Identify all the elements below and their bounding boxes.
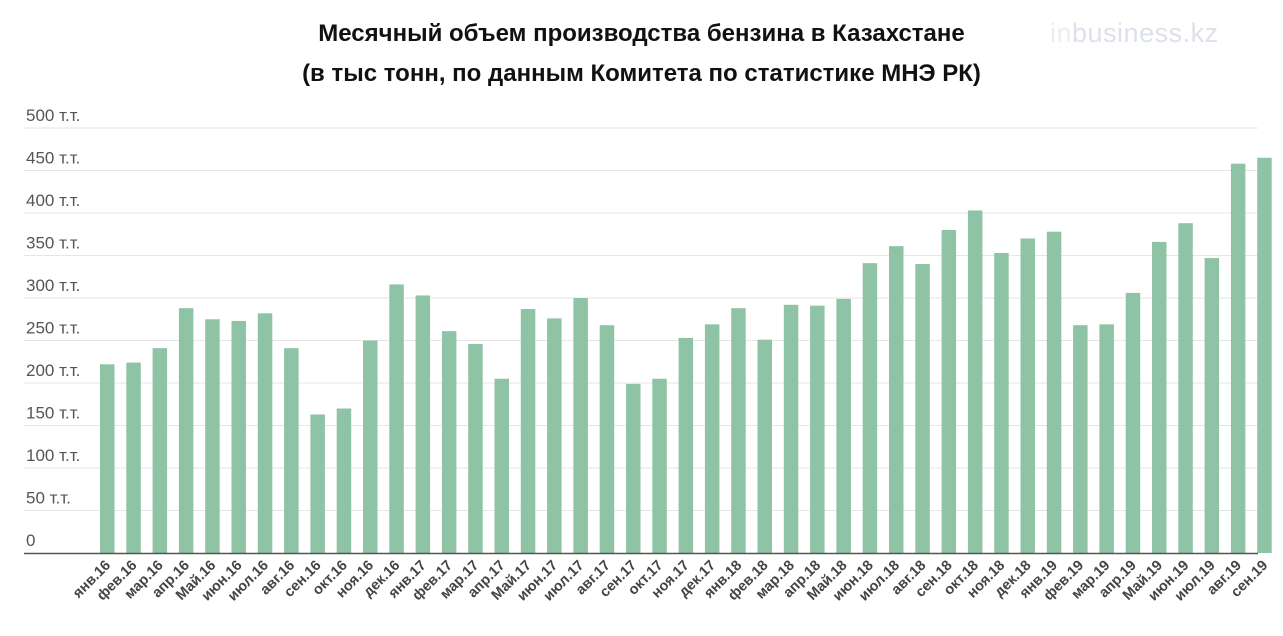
bar [468, 343, 483, 553]
bar [1178, 223, 1193, 553]
bar [994, 252, 1009, 553]
bar [178, 308, 194, 553]
bar [967, 210, 983, 553]
chart-subtitle: (в тыс тонн, по данным Комитета по стати… [302, 60, 981, 87]
bar [284, 348, 299, 553]
y-axis-ticks: 0 50 т.т. 100 т.т. 150 т.т. 200 т.т. 250 т.т.… [26, 106, 80, 550]
y-tick-label: 150 т.т. [26, 404, 80, 423]
bar [626, 383, 641, 553]
bar [783, 304, 799, 553]
y-tick-label: 100 т.т. [26, 446, 80, 465]
bar [1020, 238, 1035, 553]
bar [1257, 157, 1272, 553]
bar [415, 295, 431, 553]
bar [1099, 324, 1114, 553]
bar [205, 319, 220, 553]
bar [915, 264, 930, 553]
y-tick-label: 400 т.т. [26, 191, 80, 210]
y-tick-label: 0 [26, 531, 35, 550]
bar [494, 378, 509, 553]
bar [1152, 241, 1167, 553]
inbusiness-logo: inbusiness.kz [1050, 18, 1219, 49]
bar [836, 298, 851, 553]
bar [152, 348, 168, 553]
bar [100, 364, 115, 553]
y-tick-label: 250 т.т. [26, 319, 80, 338]
bar [704, 324, 720, 553]
bar [126, 362, 141, 553]
bars [100, 157, 1272, 553]
bar [731, 308, 746, 553]
bar [547, 318, 562, 553]
bar [889, 246, 904, 553]
bar [652, 378, 667, 553]
bar [599, 325, 615, 553]
chart-title: Месячный объем производства бензина в Ка… [318, 20, 965, 47]
bar [810, 305, 825, 553]
bar [1046, 231, 1062, 553]
bar [1073, 325, 1088, 553]
bar [1125, 292, 1141, 553]
y-tick-label: 300 т.т. [26, 276, 80, 295]
y-tick-label: 450 т.т. [26, 149, 80, 168]
y-tick-label: 350 т.т. [26, 234, 80, 253]
y-tick-label: 500 т.т. [26, 106, 80, 125]
bar [441, 331, 457, 553]
y-tick-label: 50 т.т. [26, 489, 71, 508]
bar [573, 298, 588, 553]
bar [310, 414, 325, 553]
bar [1204, 258, 1220, 553]
logo-prefix: in [1050, 18, 1073, 48]
bar [520, 309, 536, 553]
bar [389, 284, 404, 553]
bar [336, 408, 352, 553]
bar [1230, 163, 1246, 553]
bar [757, 339, 772, 553]
bar [862, 263, 878, 553]
bar [231, 320, 246, 553]
bar [257, 313, 273, 553]
bar [363, 340, 378, 553]
logo-rest: business.kz [1072, 18, 1219, 48]
bar [941, 230, 957, 553]
x-axis-ticks: янв.16фев.16мар.16апр.16Май.16июн.16июл.… [70, 558, 1271, 605]
bar [678, 337, 694, 553]
y-tick-label: 200 т.т. [26, 361, 80, 380]
